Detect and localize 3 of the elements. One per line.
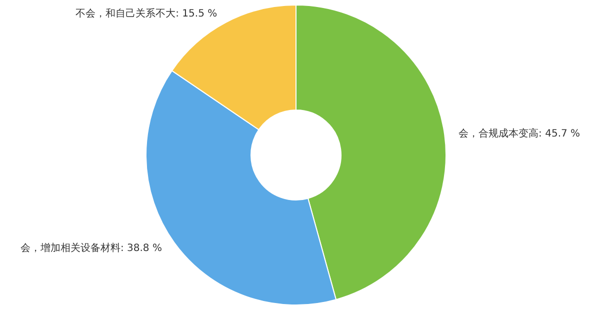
slice-label: 不会，和自己关系不大: 15.5 % bbox=[76, 8, 218, 20]
slice-label: 会，合规成本变高: 45.7 % bbox=[458, 127, 580, 140]
slice-label: 会，增加相关设备材料: 38.8 % bbox=[20, 242, 162, 254]
